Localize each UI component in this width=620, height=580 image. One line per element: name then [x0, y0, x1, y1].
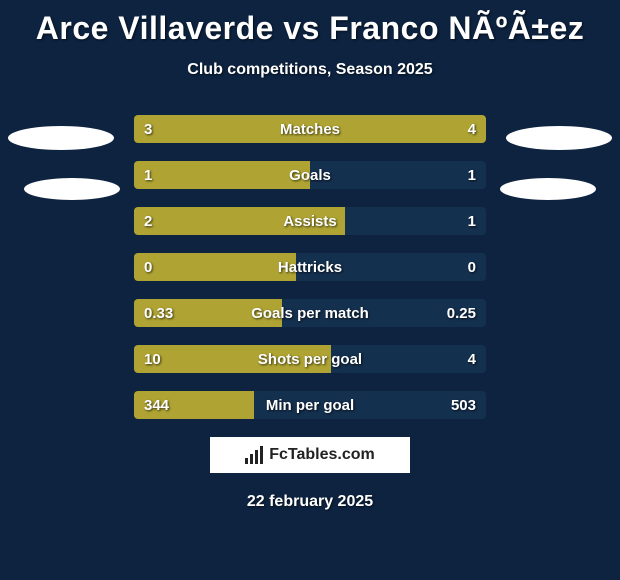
- stat-value-right: 1: [468, 161, 476, 189]
- stat-row: 0.33Goals per match0.25: [134, 299, 486, 327]
- stat-row: 0Hattricks0: [134, 253, 486, 281]
- stat-value-right: 4: [468, 115, 476, 143]
- decor-ellipse-right-2: [500, 178, 596, 200]
- stat-value-right: 0: [468, 253, 476, 281]
- page-subtitle: Club competitions, Season 2025: [0, 61, 620, 79]
- stat-label: Goals: [134, 161, 486, 189]
- stat-value-right: 1: [468, 207, 476, 235]
- brand-text: FcTables.com: [269, 446, 375, 464]
- stats-container: 3Matches41Goals12Assists10Hattricks00.33…: [134, 115, 486, 419]
- stat-row: 10Shots per goal4: [134, 345, 486, 373]
- stat-label: Hattricks: [134, 253, 486, 281]
- stat-value-right: 4: [468, 345, 476, 373]
- stat-row: 2Assists1: [134, 207, 486, 235]
- stat-label: Matches: [134, 115, 486, 143]
- brand-box: FcTables.com: [210, 437, 410, 473]
- stat-value-right: 503: [451, 391, 476, 419]
- stat-value-right: 0.25: [447, 299, 476, 327]
- decor-ellipse-left-2: [24, 178, 120, 200]
- page-title: Arce Villaverde vs Franco NÃºÃ±ez: [0, 0, 620, 47]
- stat-label: Shots per goal: [134, 345, 486, 373]
- stat-row: 1Goals1: [134, 161, 486, 189]
- brand-bars-icon: [245, 446, 263, 464]
- date-label: 22 february 2025: [0, 493, 620, 511]
- stat-row: 344Min per goal503: [134, 391, 486, 419]
- stat-label: Goals per match: [134, 299, 486, 327]
- stat-row: 3Matches4: [134, 115, 486, 143]
- stat-label: Assists: [134, 207, 486, 235]
- decor-ellipse-left-1: [8, 126, 114, 150]
- stat-label: Min per goal: [134, 391, 486, 419]
- decor-ellipse-right-1: [506, 126, 612, 150]
